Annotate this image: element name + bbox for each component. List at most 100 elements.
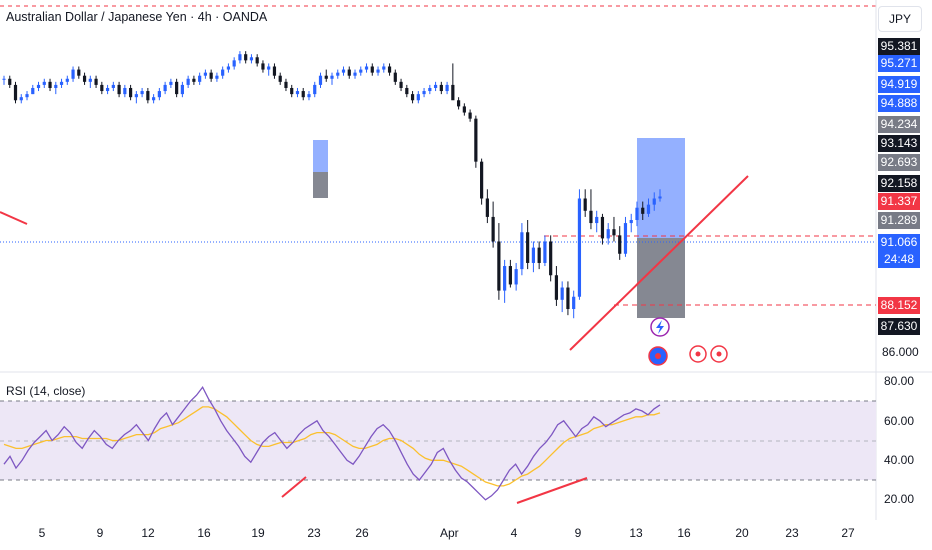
time-tick: 9 (96, 526, 104, 540)
candle-body (577, 198, 582, 297)
candle-body (370, 66, 374, 73)
candle-body (94, 78, 98, 85)
candle-body (19, 97, 23, 101)
candle-body (238, 54, 242, 61)
candle-body (393, 72, 397, 82)
candle-body (422, 91, 426, 95)
candle-body (405, 87, 409, 95)
candle-body (31, 87, 35, 95)
price-label: 95.381 (878, 38, 920, 55)
candle-body (313, 84, 317, 95)
price-label: 92.693 (878, 154, 920, 171)
candle-body (111, 84, 115, 88)
time-tick: 9 (574, 526, 582, 540)
candle-body (128, 87, 133, 98)
candle-body (641, 207, 645, 214)
candle-body (163, 84, 167, 92)
candle-body (606, 229, 610, 239)
rsi-title: RSI (14, close) (6, 384, 86, 398)
candle-body (140, 91, 144, 95)
time-tick: 19 (251, 526, 265, 540)
candle-body (249, 57, 254, 61)
price-label: 95.271 (878, 55, 920, 72)
trendline-ascending[interactable] (569, 175, 749, 351)
candle-body (180, 84, 184, 95)
rsi-tick: 40.00 (884, 453, 915, 467)
candle-body (451, 84, 455, 101)
candle-body (77, 69, 81, 76)
candle-body (474, 118, 478, 162)
trendline-left[interactable] (0, 211, 28, 225)
rsi-line (3, 385, 661, 501)
candle-body (595, 216, 599, 224)
candle-body (526, 232, 530, 263)
candle-body (428, 87, 432, 92)
candle-body (514, 269, 518, 285)
time-tick: Apr (440, 526, 459, 540)
candle-body (583, 198, 587, 211)
candle-body (152, 97, 156, 101)
candle-body (318, 75, 323, 85)
time-tick: 16 (677, 526, 691, 540)
candle-body (646, 204, 651, 214)
candle-body (301, 91, 305, 98)
candle-body (387, 66, 392, 73)
candle-body (36, 84, 41, 88)
rsi-trendline-2[interactable] (516, 477, 588, 504)
time-tick: 16 (197, 526, 211, 540)
candle-body (485, 198, 489, 217)
mini-target-zone[interactable] (313, 140, 328, 172)
candle-body (175, 81, 179, 95)
candle-body (531, 247, 536, 263)
candle-body (146, 91, 150, 101)
target-zone[interactable] (637, 138, 685, 238)
candle-body (382, 66, 386, 70)
rsi-ma-line (3, 406, 661, 487)
candle-body (560, 287, 564, 300)
candle-body (100, 84, 104, 92)
candle-body (399, 81, 403, 88)
price-label: 91.337 (878, 193, 920, 210)
candle-body (520, 232, 524, 270)
candle-body (549, 241, 553, 276)
candle-body (42, 81, 46, 85)
candle-body (554, 275, 559, 300)
mini-stop-zone[interactable] (313, 172, 328, 198)
time-tick: 4 (510, 526, 518, 540)
candle-body (364, 66, 369, 70)
candle-body (439, 84, 443, 92)
candle-body (203, 72, 208, 76)
candle-body (261, 63, 265, 70)
candle-body (65, 78, 69, 82)
candle-body (623, 223, 628, 254)
price-tick: 86.000 (882, 345, 919, 359)
price-label: 91.066 (878, 234, 920, 251)
candle-body (284, 81, 288, 88)
candle-body (462, 106, 466, 113)
australia-flag-icon[interactable] (648, 346, 668, 366)
price-label: 87.630 (878, 318, 920, 335)
candle-body (543, 241, 547, 263)
price-label: 92.158 (878, 175, 920, 192)
candle-body (232, 60, 236, 67)
event-dot-icon[interactable] (710, 345, 728, 363)
candle-body (330, 75, 334, 79)
candle-body (2, 78, 6, 80)
lightning-icon[interactable] (650, 317, 670, 337)
price-label: 24:48 (878, 251, 920, 268)
candle-body (278, 75, 282, 82)
rsi-tick: 60.00 (884, 414, 915, 428)
candle-body (192, 78, 196, 82)
candle-body (295, 91, 300, 95)
candle-body (491, 216, 495, 242)
price-label: 94.234 (878, 116, 920, 133)
candle-body (226, 66, 231, 70)
price-label: 93.143 (878, 135, 920, 152)
candle-body (341, 69, 346, 73)
time-tick: 23 (785, 526, 799, 540)
currency-button[interactable]: JPY (878, 6, 922, 32)
price-label: 88.152 (878, 297, 920, 314)
rsi-trendline-1[interactable] (281, 476, 307, 498)
event-dot-icon[interactable] (689, 345, 707, 363)
